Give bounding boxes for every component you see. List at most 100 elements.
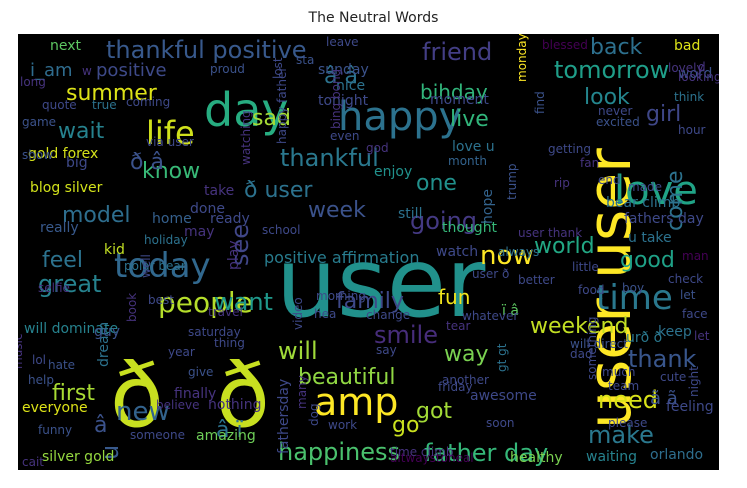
word-cloud-word: fan <box>580 156 599 170</box>
word-cloud-word: know <box>142 159 200 184</box>
word-cloud-word: first <box>52 381 95 406</box>
word-cloud-word: healthy <box>510 450 563 466</box>
word-cloud-word: many <box>295 375 309 409</box>
word-cloud-word: amazing <box>196 428 256 444</box>
word-cloud-word: ã ã <box>650 388 678 409</box>
word-cloud-word: lost <box>271 57 285 79</box>
word-cloud-word: thank <box>628 345 697 373</box>
word-cloud-word: god <box>366 141 389 155</box>
word-cloud-word: tonight <box>318 93 369 109</box>
word-cloud-word: play <box>226 240 242 270</box>
word-cloud-word: say <box>376 343 397 357</box>
word-cloud-word: let <box>694 329 710 343</box>
word-cloud-word: whatever <box>462 309 518 323</box>
word-cloud-canvas: user user user ð ð day love happy today amp time l… <box>18 34 719 470</box>
word-cloud-word: watching <box>239 110 253 165</box>
word-cloud-word: something <box>585 316 599 380</box>
word-cloud-word: thing <box>214 336 245 350</box>
word-cloud-word: game <box>22 115 56 129</box>
word-cloud-word: give <box>188 365 213 379</box>
word-cloud-word: end <box>598 173 621 187</box>
word-cloud-word: travel <box>208 305 243 319</box>
word-cloud-word: true <box>92 98 117 112</box>
word-cloud-word: make <box>588 421 654 449</box>
word-cloud-word: fathers day <box>624 211 704 227</box>
word-cloud-word: really <box>40 220 79 236</box>
word-cloud-word: hope <box>480 189 496 224</box>
word-cloud-word: look <box>584 85 630 110</box>
word-cloud-word: summer <box>66 81 158 106</box>
word-cloud-word: â <box>94 413 107 438</box>
word-cloud-word: take <box>204 183 234 199</box>
word-cloud-word: even <box>330 129 359 143</box>
word-cloud-word: beautiful <box>298 365 395 390</box>
word-cloud-word: friend <box>422 38 492 66</box>
word-cloud-word: day <box>204 83 289 137</box>
word-cloud-word: ready <box>210 211 250 227</box>
word-cloud-word: family <box>336 289 404 314</box>
word-cloud-word: finally <box>174 386 216 402</box>
word-cloud-word: please <box>608 416 647 430</box>
word-cloud-word: face <box>682 307 708 321</box>
word-cloud-word: amp <box>314 380 398 424</box>
word-cloud-word: people <box>158 286 253 319</box>
word-cloud-word: let <box>680 288 696 302</box>
word-cloud-word: urð ð <box>626 330 662 346</box>
word-cloud-word: model <box>62 203 131 228</box>
word-cloud-word: polar bear <box>124 259 186 273</box>
word-cloud-word: may <box>184 224 215 240</box>
word-cloud-word: night <box>687 366 701 397</box>
word-cloud-word: bad <box>674 38 700 54</box>
chart-title: The Neutral Words <box>308 10 439 26</box>
word-cloud-word: school <box>262 223 300 237</box>
word-cloud-word: watch <box>436 244 478 260</box>
word-cloud-word: lovely <box>668 61 704 75</box>
word-cloud-word: excited <box>596 115 640 129</box>
word-cloud-word: smile <box>374 321 438 349</box>
word-cloud-word: change <box>366 308 410 322</box>
word-cloud-word: u take <box>628 230 672 246</box>
word-cloud-word: see <box>226 224 254 266</box>
word-cloud-word: show <box>22 148 53 162</box>
word-cloud-word: ð user <box>244 178 313 203</box>
word-cloud-word: everyone <box>22 400 88 416</box>
word-cloud-word: going <box>410 207 477 235</box>
word-cloud-word: will dominate <box>24 321 118 337</box>
word-cloud-word: someone <box>130 428 185 442</box>
word-cloud-word: tomorrow <box>554 56 669 84</box>
word-cloud-word: holiday <box>144 233 188 247</box>
word-cloud-word: week <box>308 198 366 223</box>
word-cloud-word: done <box>190 201 225 217</box>
word-cloud-word: long <box>20 75 46 89</box>
word-cloud-word: friday <box>438 380 473 394</box>
word-cloud-word: find <box>533 91 547 114</box>
word-cloud-word: another <box>442 373 489 387</box>
word-cloud-word: saturday <box>188 325 241 339</box>
word-cloud-word: believe <box>156 398 200 412</box>
word-cloud-word: help <box>28 373 54 387</box>
word-cloud-word: blessed <box>542 38 588 52</box>
word-cloud-word: thought <box>442 220 498 236</box>
word-cloud-word: hea <box>314 307 336 321</box>
word-cloud-word: boy <box>622 281 644 295</box>
word-cloud-word: nothing <box>208 397 261 413</box>
word-cloud-word: word <box>678 66 712 82</box>
word-cloud-word: looking <box>678 70 719 84</box>
word-cloud-word: trump <box>505 163 519 200</box>
word-cloud-word: u <box>96 445 124 460</box>
word-cloud-word: coming <box>126 95 170 109</box>
word-cloud-word: gold forex <box>28 146 98 162</box>
word-cloud-word: better <box>518 273 555 287</box>
word-cloud-word: new <box>116 397 170 427</box>
word-cloud-word: cait <box>22 455 44 469</box>
word-cloud-word: i_am <box>30 60 73 81</box>
word-cloud-word: made <box>628 180 662 194</box>
word-cloud-word: best <box>148 293 174 307</box>
word-cloud-word: girl <box>646 102 681 127</box>
word-cloud-word: guy <box>94 324 120 340</box>
word-cloud-word: hour <box>678 123 706 137</box>
word-cloud-word: sunday <box>318 62 369 78</box>
word-cloud-word: book <box>125 293 139 322</box>
word-cloud-word: user user <box>575 148 645 429</box>
word-cloud-word: getting <box>548 142 591 156</box>
